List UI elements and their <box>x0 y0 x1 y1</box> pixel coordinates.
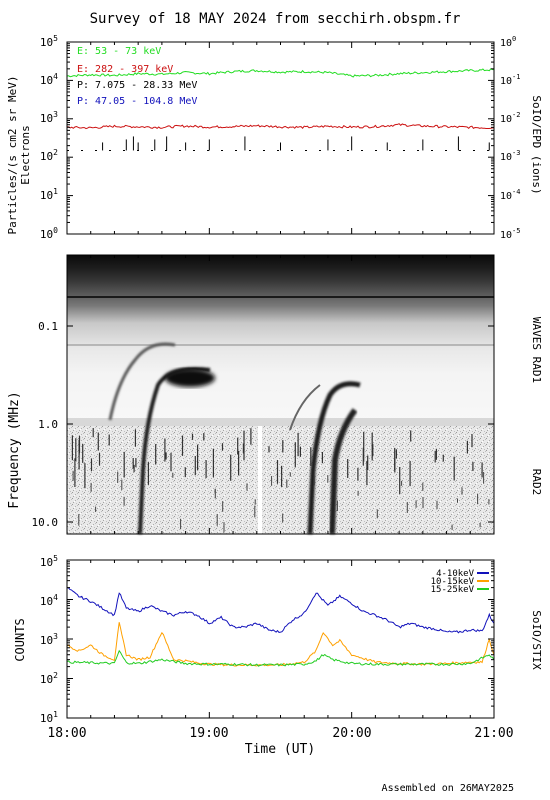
burst-3-faint <box>289 384 321 431</box>
epd-frame <box>66 41 495 235</box>
series-stix-4-10 <box>66 587 495 634</box>
rad1-label: WAVES RAD1 <box>530 317 543 383</box>
epd-plot-area <box>67 42 494 234</box>
stix-ytick-1: 101 <box>40 710 58 725</box>
epd-right-tick-labels: 100 10-1 10-2 10-3 10-4 10-5 <box>500 35 520 241</box>
stix-frame <box>66 559 495 719</box>
freq-tick-10-0: 10.0 <box>32 516 59 529</box>
epd-ytick-0: 100 <box>40 226 58 241</box>
stix-plot-area <box>67 560 494 718</box>
epd-legend: E: 53 - 73 keV E: 282 - 397 keV P: 7.075… <box>77 46 197 107</box>
epd-ylabel-electrons: Electrons <box>19 125 32 185</box>
xtick-1800: 18:00 <box>47 726 86 741</box>
xtick-1900: 19:00 <box>189 726 228 741</box>
epd-series-group <box>66 68 495 151</box>
burst-3-drift <box>307 381 361 535</box>
figure-title: Survey of 18 MAY 2024 from secchirh.obsp… <box>90 11 461 27</box>
legend-4-10kev: 4-10keV <box>436 569 475 579</box>
series-stix-10-15 <box>66 622 495 667</box>
epd-rtick-1: 10-1 <box>500 73 520 87</box>
series-proton-low <box>67 136 494 151</box>
stix-ytick-5: 105 <box>40 554 58 569</box>
stix-right-label: SoIO/STIX <box>530 610 543 670</box>
epd-rtick-3: 10-3 <box>500 149 520 163</box>
rad-boundary-band <box>67 418 494 426</box>
xtick-2000: 20:00 <box>332 726 371 741</box>
burst-1-drift <box>108 342 176 421</box>
stix-ylabel: COUNTS <box>13 618 27 661</box>
burst-2-core <box>165 369 215 387</box>
freq-ylabel: Frequency (MHz) <box>7 391 22 508</box>
epd-y-tick-labels: 105 104 103 102 101 100 <box>40 34 58 241</box>
epd-rtick-0: 100 <box>500 35 516 49</box>
epd-rtick-2: 10-2 <box>500 111 520 125</box>
rad2-data-gap <box>258 426 262 534</box>
legend-10-15kev: 10-15keV <box>431 577 475 587</box>
stix-panel: 4-10keV 10-15keV 15-25keV 105 104 103 10… <box>13 554 543 725</box>
rad2-label: RAD2 <box>530 469 543 496</box>
legend-proton-low: P: 7.075 - 28.33 MeV <box>77 80 197 91</box>
freq-tick-1-0: 1.0 <box>38 418 58 431</box>
legend-electron-high: E: 282 - 397 keV <box>77 64 173 75</box>
burst-4-drift <box>329 408 358 535</box>
legend-15-25kev: 15-25keV <box>431 585 475 595</box>
radio-panel: 0.1 1.0 10.0 Frequency (MHz) WAVES RAD1 … <box>7 254 543 535</box>
stix-legend: 4-10keV 10-15keV 15-25keV <box>431 569 489 595</box>
stix-ytick-4: 104 <box>40 593 58 608</box>
legend-proton-high: P: 47.05 - 104.8 MeV <box>77 96 197 107</box>
rad2-spikes <box>71 428 490 533</box>
radio-bursts <box>108 342 361 535</box>
epd-ytick-3: 103 <box>40 110 58 125</box>
series-electron-low <box>66 68 495 78</box>
x-axis-label: Time (UT) <box>245 742 315 757</box>
xtick-2100: 21:00 <box>474 726 513 741</box>
epd-ytick-1: 101 <box>40 187 58 202</box>
epd-rtick-4: 10-4 <box>500 188 520 202</box>
epd-ytick-4: 104 <box>40 72 58 87</box>
assembled-footer: Assembled on 26MAY2025 <box>382 783 514 794</box>
epd-ylabel: Particles/(s cm2 sr MeV) <box>6 76 19 235</box>
stix-ytick-3: 103 <box>40 632 58 647</box>
radio-axis-ticks <box>66 255 495 534</box>
stix-y-tick-labels: 105 104 103 102 101 <box>40 554 58 725</box>
epd-panel: E: 53 - 73 keV E: 282 - 397 keV P: 7.075… <box>6 34 543 241</box>
epd-ytick-5: 105 <box>40 34 58 49</box>
epd-right-label: SoIO/EPD (ions) <box>530 95 543 194</box>
epd-ytick-2: 102 <box>40 148 58 163</box>
x-axis: 18:00 19:00 20:00 21:00 Time (UT) <box>47 726 513 757</box>
series-stix-15-25 <box>66 649 495 667</box>
rad1-spectrogram <box>67 255 494 425</box>
series-electron-high <box>66 123 494 130</box>
stix-ytick-2: 102 <box>40 671 58 686</box>
rad2-spectrogram <box>67 424 494 534</box>
freq-tick-0-1: 0.1 <box>38 320 58 333</box>
legend-electron-low: E: 53 - 73 keV <box>77 46 161 57</box>
epd-rtick-5: 10-5 <box>500 227 520 241</box>
stix-series-group <box>66 587 495 667</box>
